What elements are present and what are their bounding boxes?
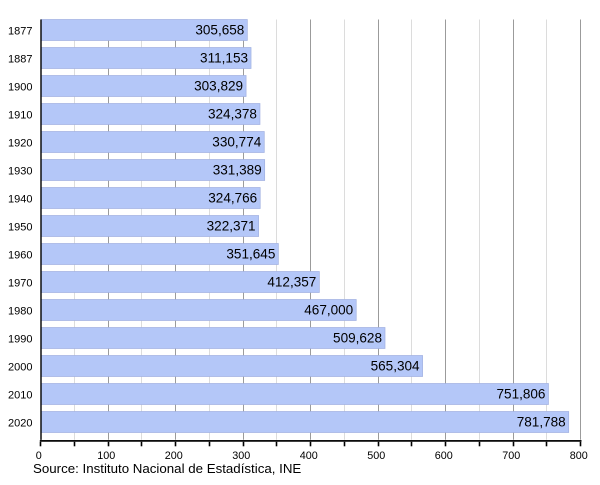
svg-text:1980: 1980 (8, 306, 32, 318)
svg-text:751,806: 751,806 (497, 386, 546, 401)
svg-text:0: 0 (36, 450, 42, 462)
svg-text:400: 400 (300, 450, 318, 462)
svg-text:351,645: 351,645 (226, 246, 275, 261)
svg-text:1970: 1970 (8, 278, 32, 290)
svg-text:324,766: 324,766 (208, 190, 257, 205)
svg-text:300: 300 (232, 450, 250, 462)
svg-text:331,389: 331,389 (213, 162, 262, 177)
svg-text:1900: 1900 (8, 82, 32, 94)
svg-text:1930: 1930 (8, 166, 32, 178)
svg-text:1950: 1950 (8, 222, 32, 234)
svg-text:322,371: 322,371 (207, 218, 256, 233)
svg-text:330,774: 330,774 (212, 134, 261, 149)
svg-text:305,658: 305,658 (195, 22, 244, 37)
svg-text:Source: Instituto Nacional de: Source: Instituto Nacional de Estadístic… (33, 461, 301, 476)
svg-text:700: 700 (502, 450, 520, 462)
svg-text:100: 100 (97, 450, 115, 462)
svg-text:1877: 1877 (8, 26, 32, 38)
svg-text:1910: 1910 (8, 110, 32, 122)
svg-text:467,000: 467,000 (304, 302, 353, 317)
svg-text:324,378: 324,378 (208, 106, 257, 121)
svg-text:2000: 2000 (8, 362, 32, 374)
svg-text:2020: 2020 (8, 418, 32, 430)
svg-text:1940: 1940 (8, 194, 32, 206)
svg-text:1990: 1990 (8, 334, 32, 346)
svg-text:2010: 2010 (8, 390, 32, 402)
svg-text:509,628: 509,628 (333, 330, 382, 345)
svg-text:800: 800 (570, 450, 588, 462)
svg-text:303,829: 303,829 (194, 78, 243, 93)
svg-text:565,304: 565,304 (371, 358, 420, 373)
svg-text:200: 200 (165, 450, 183, 462)
svg-text:1960: 1960 (8, 250, 32, 262)
svg-text:600: 600 (435, 450, 453, 462)
svg-text:500: 500 (367, 450, 385, 462)
svg-text:1887: 1887 (8, 54, 32, 66)
svg-text:1920: 1920 (8, 138, 32, 150)
svg-text:311,153: 311,153 (200, 50, 248, 65)
svg-text:412,357: 412,357 (267, 274, 316, 289)
svg-text:781,788: 781,788 (517, 414, 566, 429)
